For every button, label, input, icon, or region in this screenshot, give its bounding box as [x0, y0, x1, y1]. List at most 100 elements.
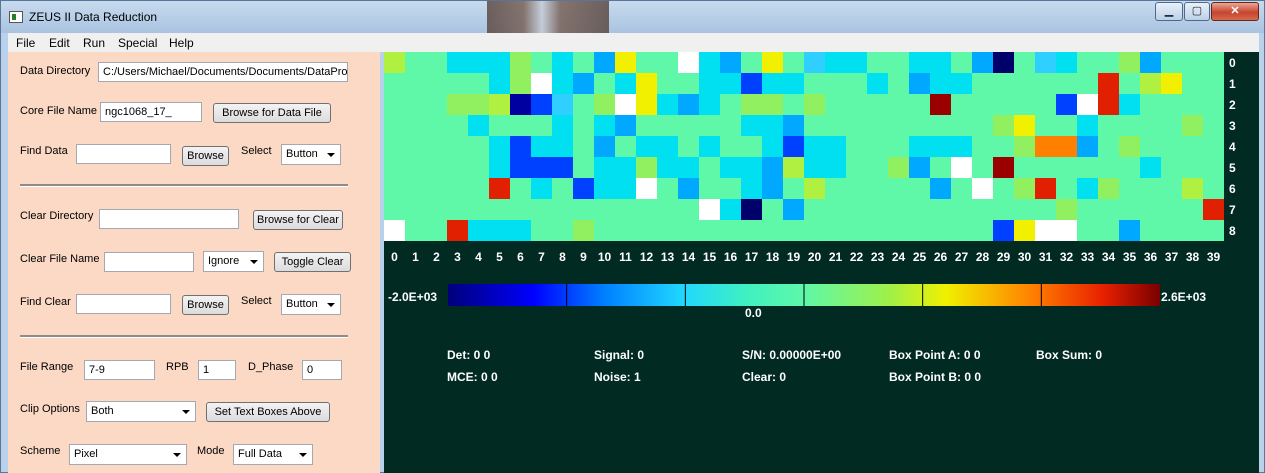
heatmap-cell[interactable]: [741, 73, 762, 94]
heatmap-cell[interactable]: [489, 52, 510, 73]
heatmap-cell[interactable]: [531, 94, 552, 115]
heatmap-cell[interactable]: [552, 73, 573, 94]
heatmap-cell[interactable]: [951, 52, 972, 73]
heatmap-cell[interactable]: [1140, 220, 1161, 241]
heatmap-cell[interactable]: [384, 52, 405, 73]
heatmap-cell[interactable]: [615, 136, 636, 157]
heatmap-cell[interactable]: [972, 73, 993, 94]
heatmap-cell[interactable]: [657, 199, 678, 220]
heatmap-cell[interactable]: [447, 52, 468, 73]
heatmap-cell[interactable]: [762, 157, 783, 178]
heatmap-cell[interactable]: [573, 220, 594, 241]
heatmap-cell[interactable]: [678, 220, 699, 241]
heatmap-cell[interactable]: [909, 136, 930, 157]
heatmap-cell[interactable]: [972, 115, 993, 136]
heatmap-cell[interactable]: [468, 178, 489, 199]
menu-special[interactable]: Special: [118, 36, 158, 50]
heatmap-cell[interactable]: [1098, 178, 1119, 199]
heatmap-cell[interactable]: [825, 52, 846, 73]
heatmap-cell[interactable]: [804, 199, 825, 220]
heatmap-cell[interactable]: [573, 199, 594, 220]
heatmap-cell[interactable]: [426, 199, 447, 220]
heatmap-cell[interactable]: [951, 220, 972, 241]
heatmap-cell[interactable]: [426, 136, 447, 157]
heatmap-cell[interactable]: [1035, 73, 1056, 94]
heatmap-cell[interactable]: [1056, 157, 1077, 178]
heatmap-cell[interactable]: [930, 178, 951, 199]
heatmap-cell[interactable]: [825, 178, 846, 199]
heatmap-cell[interactable]: [699, 157, 720, 178]
heatmap-cell[interactable]: [468, 157, 489, 178]
heatmap-cell[interactable]: [657, 178, 678, 199]
d-phase-input[interactable]: 0: [302, 360, 342, 380]
heatmap-cell[interactable]: [804, 157, 825, 178]
heatmap-cell[interactable]: [1119, 136, 1140, 157]
heatmap-cell[interactable]: [867, 157, 888, 178]
heatmap-cell[interactable]: [468, 52, 489, 73]
heatmap-cell[interactable]: [678, 157, 699, 178]
heatmap-cell[interactable]: [909, 115, 930, 136]
core-file-name-input[interactable]: ngc1068_17_: [100, 102, 202, 122]
heatmap-cell[interactable]: [1203, 73, 1224, 94]
heatmap-cell[interactable]: [1203, 94, 1224, 115]
heatmap-cell[interactable]: [867, 115, 888, 136]
heatmap-cell[interactable]: [720, 73, 741, 94]
heatmap-cell[interactable]: [531, 52, 552, 73]
find-data-select[interactable]: Button: [281, 144, 341, 165]
minimize-icon[interactable]: ▁: [1155, 2, 1183, 21]
heatmap-cell[interactable]: [804, 220, 825, 241]
heatmap-cell[interactable]: [573, 178, 594, 199]
heatmap-cell[interactable]: [468, 220, 489, 241]
heatmap-cell[interactable]: [384, 199, 405, 220]
heatmap-cell[interactable]: [1098, 157, 1119, 178]
heatmap-cell[interactable]: [762, 136, 783, 157]
heatmap-cell[interactable]: [825, 220, 846, 241]
heatmap-cell[interactable]: [1035, 157, 1056, 178]
heatmap-cell[interactable]: [447, 94, 468, 115]
heatmap-cell[interactable]: [762, 73, 783, 94]
heatmap-cell[interactable]: [1056, 178, 1077, 199]
heatmap-cell[interactable]: [825, 157, 846, 178]
heatmap-cell[interactable]: [1119, 178, 1140, 199]
heatmap-cell[interactable]: [594, 52, 615, 73]
heatmap-cell[interactable]: [909, 157, 930, 178]
heatmap-cell[interactable]: [405, 178, 426, 199]
clear-directory-input[interactable]: [99, 209, 239, 229]
heatmap-cell[interactable]: [510, 52, 531, 73]
heatmap-cell[interactable]: [846, 73, 867, 94]
menu-file[interactable]: File: [16, 36, 36, 50]
heatmap-cell[interactable]: [1161, 73, 1182, 94]
heatmap-cell[interactable]: [384, 220, 405, 241]
heatmap-cell[interactable]: [1182, 73, 1203, 94]
heatmap-cell[interactable]: [615, 157, 636, 178]
heatmap-cell[interactable]: [699, 136, 720, 157]
heatmap-cell[interactable]: [993, 136, 1014, 157]
heatmap-cell[interactable]: [1077, 199, 1098, 220]
heatmap-cell[interactable]: [594, 220, 615, 241]
heatmap-cell[interactable]: [783, 115, 804, 136]
set-text-boxes-button[interactable]: Set Text Boxes Above: [206, 402, 330, 422]
heatmap-cell[interactable]: [846, 115, 867, 136]
heatmap-cell[interactable]: [1014, 73, 1035, 94]
heatmap-cell[interactable]: [1119, 220, 1140, 241]
heatmap-cell[interactable]: [951, 157, 972, 178]
heatmap-cell[interactable]: [657, 157, 678, 178]
heatmap-cell[interactable]: [972, 220, 993, 241]
heatmap-cell[interactable]: [972, 199, 993, 220]
heatmap-cell[interactable]: [615, 115, 636, 136]
heatmap-cell[interactable]: [1098, 52, 1119, 73]
heatmap-cell[interactable]: [1077, 52, 1098, 73]
heatmap-cell[interactable]: [384, 178, 405, 199]
heatmap-cell[interactable]: [573, 157, 594, 178]
heatmap-cell[interactable]: [426, 52, 447, 73]
heatmap-cell[interactable]: [447, 73, 468, 94]
heatmap-cell[interactable]: [636, 178, 657, 199]
heatmap-cell[interactable]: [1098, 73, 1119, 94]
heatmap-cell[interactable]: [510, 220, 531, 241]
heatmap-cell[interactable]: [1140, 199, 1161, 220]
heatmap-cell[interactable]: [1182, 199, 1203, 220]
heatmap-cell[interactable]: [867, 199, 888, 220]
heatmap-cell[interactable]: [699, 178, 720, 199]
heatmap-cell[interactable]: [762, 115, 783, 136]
heatmap-cell[interactable]: [1098, 94, 1119, 115]
